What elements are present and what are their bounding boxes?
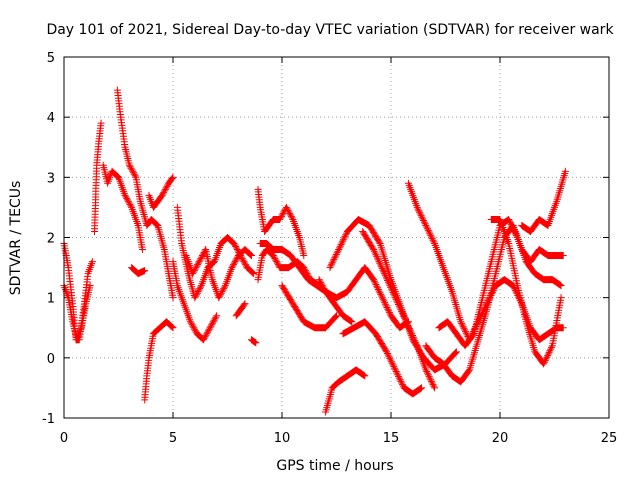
series-track-24 bbox=[422, 222, 567, 386]
series-track-17 bbox=[322, 366, 369, 416]
series-track-26 bbox=[518, 167, 569, 235]
series-track-10 bbox=[182, 246, 255, 302]
data-point-markers bbox=[322, 366, 369, 416]
data-point-markers bbox=[248, 336, 260, 347]
data-point-markers bbox=[145, 173, 177, 211]
data-point-markers bbox=[91, 119, 105, 235]
series-track-12 bbox=[248, 336, 260, 347]
series-track-2 bbox=[91, 119, 105, 235]
plot-frame bbox=[63, 56, 610, 419]
chart-title: Day 101 of 2021, Sidereal Day-to-day VTE… bbox=[46, 22, 614, 38]
series-track-11 bbox=[232, 300, 249, 320]
data-point-markers bbox=[113, 86, 177, 302]
data-point-markers bbox=[315, 264, 412, 332]
data-point-markers bbox=[487, 216, 565, 368]
data-point-markers bbox=[128, 264, 149, 278]
series-track-20 bbox=[339, 318, 426, 398]
x-axis-title: GPS time / hours bbox=[276, 458, 393, 474]
y-tick-label: 4 bbox=[47, 111, 55, 126]
x-tick-label: 20 bbox=[492, 431, 509, 446]
data-point-markers bbox=[99, 161, 146, 254]
series-track-6 bbox=[141, 318, 177, 404]
y-tick-label: 2 bbox=[47, 232, 55, 247]
data-point-markers bbox=[141, 318, 177, 404]
series-track-15 bbox=[256, 240, 356, 326]
series-track-8 bbox=[169, 258, 221, 344]
x-tick-label: 5 bbox=[169, 431, 177, 446]
x-tick-label: 15 bbox=[383, 431, 400, 446]
data-point-markers bbox=[422, 222, 567, 386]
data-point-markers bbox=[278, 282, 340, 332]
x-tick-label: 25 bbox=[601, 431, 618, 446]
x-tick-label: 0 bbox=[60, 431, 68, 446]
series-track-7 bbox=[145, 173, 177, 211]
series-track-5 bbox=[128, 264, 149, 278]
series-track-25 bbox=[487, 216, 565, 368]
data-point-markers bbox=[169, 258, 221, 344]
series-track-9 bbox=[173, 203, 258, 302]
data-point-markers bbox=[518, 167, 569, 235]
series-track-3 bbox=[99, 161, 146, 254]
y-tick-label: 1 bbox=[47, 292, 55, 307]
data-point-markers bbox=[256, 240, 356, 326]
data-point-markers bbox=[232, 300, 249, 320]
y-tick-label: 3 bbox=[47, 171, 55, 186]
y-axis-title: SDTVAR / TECUs bbox=[8, 181, 24, 296]
data-point-markers bbox=[359, 228, 439, 392]
y-tick-label: -1 bbox=[42, 412, 55, 427]
data-point-markers bbox=[254, 185, 308, 260]
data-point-markers bbox=[339, 318, 426, 398]
data-point-markers bbox=[173, 203, 258, 302]
data-point-markers bbox=[182, 246, 255, 302]
series-track-21 bbox=[359, 228, 439, 392]
y-tick-label: 5 bbox=[47, 51, 55, 66]
series-track-18 bbox=[315, 264, 412, 332]
series-track-13 bbox=[254, 185, 308, 260]
series-track-16 bbox=[278, 282, 340, 332]
x-tick-label: 10 bbox=[274, 431, 291, 446]
series-track-4 bbox=[113, 86, 177, 302]
grid-lines bbox=[64, 57, 609, 418]
data-points bbox=[60, 86, 569, 416]
series-track-1 bbox=[60, 282, 94, 344]
data-point-markers bbox=[60, 282, 94, 344]
y-tick-label: 0 bbox=[47, 352, 55, 367]
